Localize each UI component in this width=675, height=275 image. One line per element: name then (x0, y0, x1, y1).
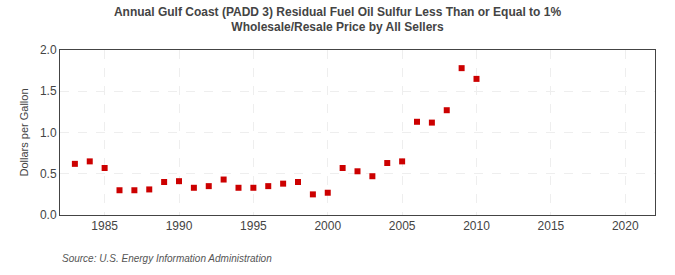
svg-text:Dollars per Gallon: Dollars per Gallon (18, 88, 30, 176)
svg-text:0.0: 0.0 (40, 208, 57, 222)
svg-text:2005: 2005 (389, 219, 416, 233)
svg-text:1995: 1995 (240, 219, 267, 233)
svg-text:2010: 2010 (463, 219, 490, 233)
svg-text:Source: U.S. Energy Informatio: Source: U.S. Energy Information Administ… (62, 253, 272, 264)
svg-text:1990: 1990 (166, 219, 193, 233)
svg-text:1.5: 1.5 (40, 84, 57, 98)
svg-text:1985: 1985 (91, 219, 118, 233)
svg-text:1.0: 1.0 (40, 126, 57, 140)
svg-text:0.5: 0.5 (40, 167, 57, 181)
svg-text:2015: 2015 (538, 219, 565, 233)
svg-text:2020: 2020 (612, 219, 639, 233)
svg-text:Annual Gulf Coast (PADD 3) Res: Annual Gulf Coast (PADD 3) Residual Fuel… (114, 5, 561, 35)
svg-text:2.0: 2.0 (40, 43, 57, 57)
svg-text:2000: 2000 (314, 219, 341, 233)
